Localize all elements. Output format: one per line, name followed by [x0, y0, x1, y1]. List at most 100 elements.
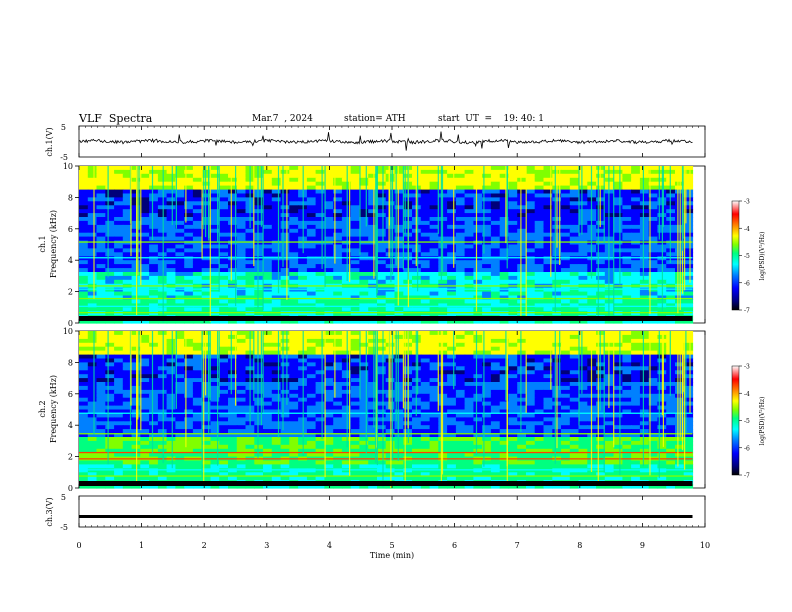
ch1-spec-cell: [508, 201, 518, 206]
ch1-spec-sferic: [138, 166, 140, 230]
ch1-spec-cell: [455, 260, 466, 265]
ch1-spec-cell: [192, 240, 203, 246]
ch1-spec-cell: [429, 299, 439, 304]
ch2-spec-cell: [420, 331, 431, 336]
ch1-spec-cell: [263, 189, 273, 195]
ch1-spec-cell: [683, 232, 694, 238]
ch2-spec-cell: [596, 429, 606, 434]
ch2-spec-cell: [333, 366, 343, 371]
ch1-spec-cell: [236, 256, 247, 261]
ch2-spec-cell: [140, 425, 150, 430]
ch1-spec-cell: [263, 236, 273, 242]
ch2-spec-cell: [578, 338, 588, 344]
ch1-spec-cell: [412, 272, 422, 277]
ch1-spec-cell: [105, 209, 115, 214]
ch2-spec-cell: [341, 382, 352, 387]
ch2-spec-cell: [464, 338, 474, 344]
ch2-spec-cell: [526, 350, 536, 356]
ch1-spec-cell: [526, 275, 536, 281]
ch1-spec-cell: [79, 272, 89, 277]
ch2-spec-cell: [648, 358, 659, 363]
ch1-spec-cell: [79, 248, 89, 253]
ch1-spec-cell: [149, 185, 159, 191]
ch2-spec-cell: [271, 370, 282, 375]
ch2-spec-cell: [578, 382, 588, 387]
ch1-spec-cell: [271, 252, 282, 257]
ch1-spec-cell: [613, 256, 623, 261]
ch2-spec-cell: [368, 362, 378, 367]
ch1-spec-cell: [543, 319, 553, 324]
ch1-spec-cell: [228, 299, 238, 304]
ch1-spec-cell: [639, 264, 650, 269]
ch1-spec-cell: [105, 252, 115, 257]
ch2-spec-cell: [561, 382, 571, 387]
ch1-spec-cell: [420, 177, 431, 183]
ch1-spec-cell: [271, 248, 282, 253]
ch1-spec-cell: [639, 303, 650, 308]
ch2-spec-cell: [201, 350, 212, 356]
ch1-spec-cell: [263, 181, 273, 187]
ch1-spec-sferic: [658, 166, 660, 240]
ch2-spec-cell: [517, 413, 527, 418]
ch2-spec-cell: [140, 366, 150, 371]
ch2-spec-cell: [648, 417, 659, 422]
ch1-spec-cell: [420, 209, 431, 214]
ch1-spec-cell: [96, 213, 106, 218]
ch1-spec-cell: [201, 189, 212, 195]
ch1-spec-cell: [341, 236, 352, 242]
ch2-spec-cell: [447, 421, 457, 426]
ch1-spec-cell: [490, 299, 501, 304]
ch2-spec-cell: [473, 397, 483, 403]
ch1-spec-cell: [613, 311, 623, 316]
ch2-spec-cell: [631, 378, 641, 383]
ch1-spec-cell: [543, 291, 553, 297]
ch2-spec-cell: [96, 440, 106, 446]
ch1-spec-cell: [289, 217, 299, 222]
ch1-spec-cell: [622, 291, 632, 297]
ch1-spec-cell: [219, 248, 229, 253]
ch2-spec-cell: [613, 417, 623, 422]
ch1-spec-cell: [201, 260, 212, 265]
ch1-spec-cell: [263, 299, 273, 304]
ch1-spec-cell: [447, 193, 457, 198]
ch1-spec-cell: [254, 181, 264, 187]
ch2-spec-cell: [105, 437, 115, 442]
ch1-spec-cell: [394, 232, 404, 238]
ch1-spec-cell: [192, 256, 203, 261]
ch1-spec-cell: [622, 287, 632, 293]
ch2-spec-cell: [140, 389, 150, 395]
ch1-spec-cell: [447, 256, 457, 261]
ch1-spec-cell: [455, 177, 466, 183]
ch1-spec-cell: [315, 252, 325, 257]
ch1-spec-cell: [455, 228, 466, 234]
ch1-spec-cell: [306, 287, 317, 293]
ch2-spec-cell: [210, 433, 220, 438]
ch1-spec-cell: [534, 193, 545, 198]
ch2-spec-cell: [377, 378, 387, 383]
ch1-spec-cell: [455, 220, 466, 226]
ch2-spec-cell: [114, 385, 124, 391]
ch1-spec-cell: [149, 252, 159, 257]
ch1-spec-cell: [315, 181, 325, 187]
ch2-spec-cell: [569, 331, 580, 336]
ch1-spec-cell: [79, 275, 89, 281]
ch1-spec-cell: [683, 166, 694, 171]
ch2-spec-cell: [534, 331, 545, 336]
ch2-spec-cell: [499, 389, 510, 395]
ch2-spec-cell: [289, 382, 299, 387]
ch2-spec-cell: [228, 417, 238, 422]
ch1-spec-cell: [359, 197, 369, 202]
ch1-spec-cell: [561, 177, 571, 183]
ch2-spec-cell: [324, 382, 334, 387]
ch1-spec-cell: [482, 279, 492, 285]
ch2-spec-cell: [596, 421, 606, 426]
ch1-spec-cell: [315, 205, 325, 210]
ch1-spec-cell: [420, 181, 431, 187]
ch2-spec-cell: [368, 417, 378, 422]
ch1-spec-cell: [79, 213, 89, 218]
ch1-spec-cell: [490, 319, 501, 324]
ch2-spec-cell: [201, 385, 212, 391]
ch1-spec-cell: [561, 244, 571, 249]
ch2-spec-cell: [105, 374, 115, 379]
ch2-spec-cell: [157, 413, 168, 418]
